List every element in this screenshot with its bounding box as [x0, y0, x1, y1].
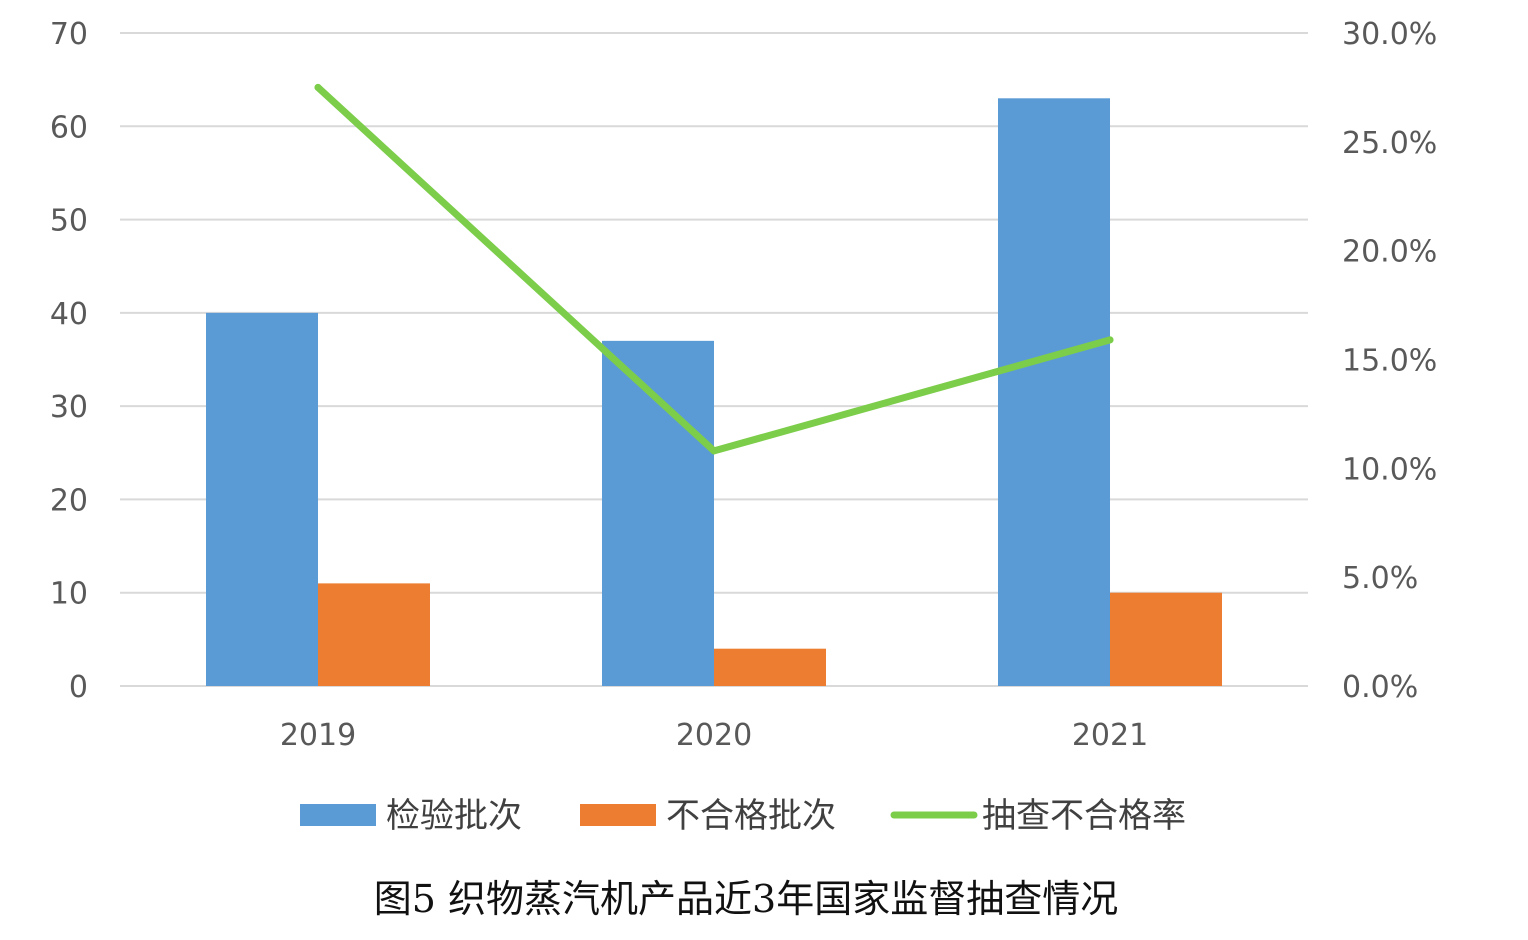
x-tick-label: 2020: [676, 718, 752, 753]
legend-label: 检验批次: [386, 796, 522, 836]
right-tick-label: 10.0%: [1342, 452, 1437, 487]
left-tick-label: 10: [50, 577, 88, 612]
bar-failed-2021: [1110, 592, 1222, 686]
left-tick-label: 0: [69, 670, 88, 705]
left-tick-label: 30: [50, 390, 88, 425]
left-axis-ticks: 0 10 20 30 40 50 60 70: [50, 17, 88, 705]
rate-line: [314, 83, 1114, 455]
rate-point-2020: [710, 447, 718, 455]
legend-label: 抽查不合格率: [982, 796, 1186, 836]
left-tick-label: 60: [50, 110, 88, 145]
bar-inspected-2020: [602, 340, 714, 686]
right-tick-label: 5.0%: [1342, 561, 1418, 596]
bar-failed-2019: [318, 583, 430, 686]
chart-caption: 图5 织物蒸汽机产品近3年国家监督抽查情况: [374, 877, 1118, 921]
bars: [206, 98, 1222, 687]
legend-swatch-1: [580, 804, 656, 826]
bar-failed-2020: [714, 648, 826, 686]
x-axis-ticks: 2019 2020 2021: [280, 718, 1148, 753]
legend: 检验批次 不合格批次 抽查不合格率: [300, 796, 1186, 836]
left-tick-label: 20: [50, 483, 88, 518]
bar-inspected-2021: [998, 98, 1110, 687]
right-tick-label: 20.0%: [1342, 235, 1437, 270]
left-tick-label: 50: [50, 204, 88, 239]
right-tick-label: 15.0%: [1342, 344, 1437, 379]
rate-point-2019: [314, 83, 322, 91]
right-tick-label: 30.0%: [1342, 17, 1437, 52]
legend-label: 不合格批次: [666, 796, 836, 836]
bar-inspected-2019: [206, 312, 318, 686]
x-tick-label: 2019: [280, 718, 356, 753]
left-tick-label: 70: [50, 17, 88, 52]
rate-point-2021: [1106, 336, 1114, 344]
right-tick-label: 25.0%: [1342, 126, 1437, 161]
x-tick-label: 2021: [1072, 718, 1148, 753]
right-axis-ticks: 0.0% 5.0% 10.0% 15.0% 20.0% 25.0% 30.0%: [1342, 17, 1437, 705]
right-tick-label: 0.0%: [1342, 670, 1418, 705]
left-tick-label: 40: [50, 297, 88, 332]
legend-swatch-0: [300, 804, 376, 826]
